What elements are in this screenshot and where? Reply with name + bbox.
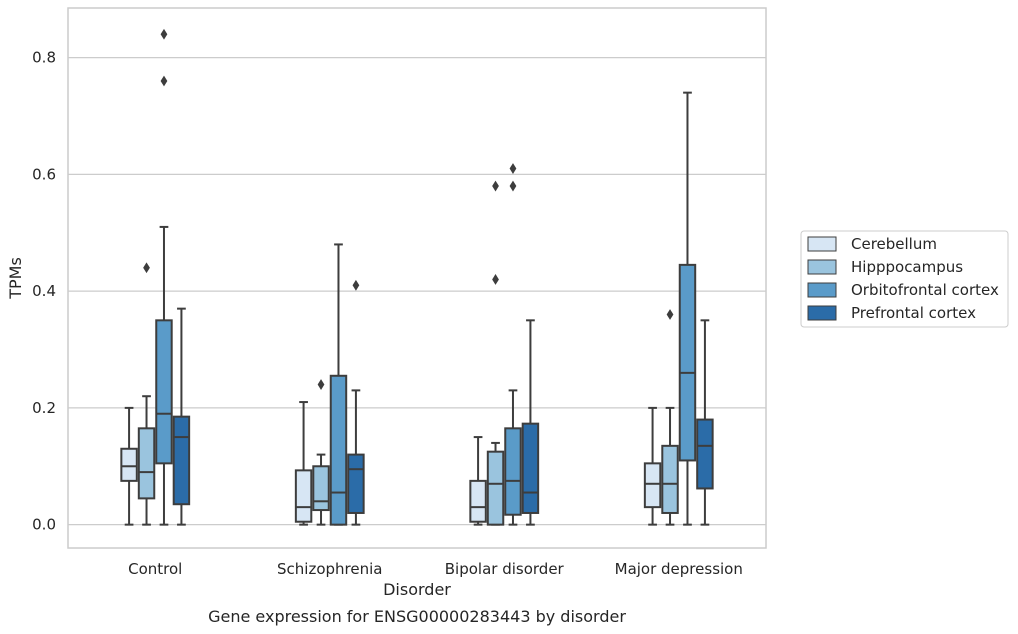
outlier-point [492, 180, 499, 192]
box [172, 415, 191, 506]
box [504, 427, 522, 516]
box [294, 469, 313, 523]
box-group [486, 180, 505, 526]
box-group [347, 279, 365, 526]
y-tick-label: 0.4 [32, 282, 56, 300]
legend: Cerebellum Hipppocampus Orbitofrontal cort… [800, 230, 1009, 328]
box [155, 319, 173, 465]
box [661, 444, 679, 514]
box-group [469, 436, 487, 526]
box-group [696, 319, 714, 526]
box [486, 450, 505, 526]
outlier-point [352, 279, 360, 291]
x-tick-label: Major depression [615, 560, 743, 578]
box-group [329, 243, 348, 526]
y-tick-labels: 0.0 0.2 0.4 0.6 0.8 [32, 49, 56, 534]
outlier-point [160, 75, 168, 87]
x-tick-label: Schizophrenia [277, 560, 382, 578]
outlier-point [509, 180, 517, 192]
y-tick-label: 0.0 [32, 516, 56, 534]
box [678, 263, 697, 462]
box-group [504, 163, 522, 526]
legend-frame [800, 230, 1009, 328]
outlier-point [492, 274, 499, 285]
box-group [678, 91, 697, 526]
outlier-point [160, 28, 168, 40]
box-group [521, 319, 540, 526]
box [120, 447, 138, 482]
box-group [294, 401, 313, 526]
legend-label: Hipppocampus [851, 258, 963, 276]
y-tick-label: 0.8 [32, 49, 56, 67]
x-axis-label: Disorder [383, 580, 451, 599]
box [347, 453, 365, 514]
legend-label: Prefrontal cortex [851, 304, 976, 322]
legend-swatch [807, 259, 837, 275]
box [696, 418, 714, 490]
y-tick-label: 0.2 [32, 399, 56, 417]
outlier-point [143, 262, 150, 274]
outlier-point [666, 309, 674, 320]
chart-caption: Gene expression for ENSG00000283443 by d… [208, 607, 626, 626]
plot-frame [67, 7, 767, 549]
x-tick-label: Bipolar disorder [445, 560, 565, 578]
legend-label: Cerebellum [851, 235, 937, 253]
box-group [137, 262, 156, 526]
box-group [120, 406, 138, 526]
legend-swatch [807, 305, 837, 321]
box-group [312, 379, 330, 526]
box-group [155, 28, 173, 526]
box [643, 462, 662, 509]
x-tick-labels: Control Schizophrenia Bipolar disorder Majo… [128, 560, 743, 578]
box-group [172, 307, 191, 526]
box-group [661, 309, 679, 526]
outlier-point [509, 163, 517, 174]
legend-items: Cerebellum Hipppocampus Orbitofrontal cort… [807, 235, 999, 322]
box [137, 427, 156, 500]
box-group [643, 406, 662, 526]
box [469, 479, 487, 523]
x-tick-label: Control [128, 560, 182, 578]
y-axis-label: TPMs [6, 257, 25, 300]
outlier-point [317, 379, 325, 390]
boxes [120, 28, 714, 526]
legend-swatch [807, 282, 837, 298]
box [521, 422, 540, 514]
legend-swatch [807, 236, 837, 252]
box [312, 465, 330, 512]
box [329, 374, 348, 526]
y-tick-label: 0.6 [32, 165, 56, 183]
legend-label: Orbitofrontal cortex [851, 281, 999, 299]
